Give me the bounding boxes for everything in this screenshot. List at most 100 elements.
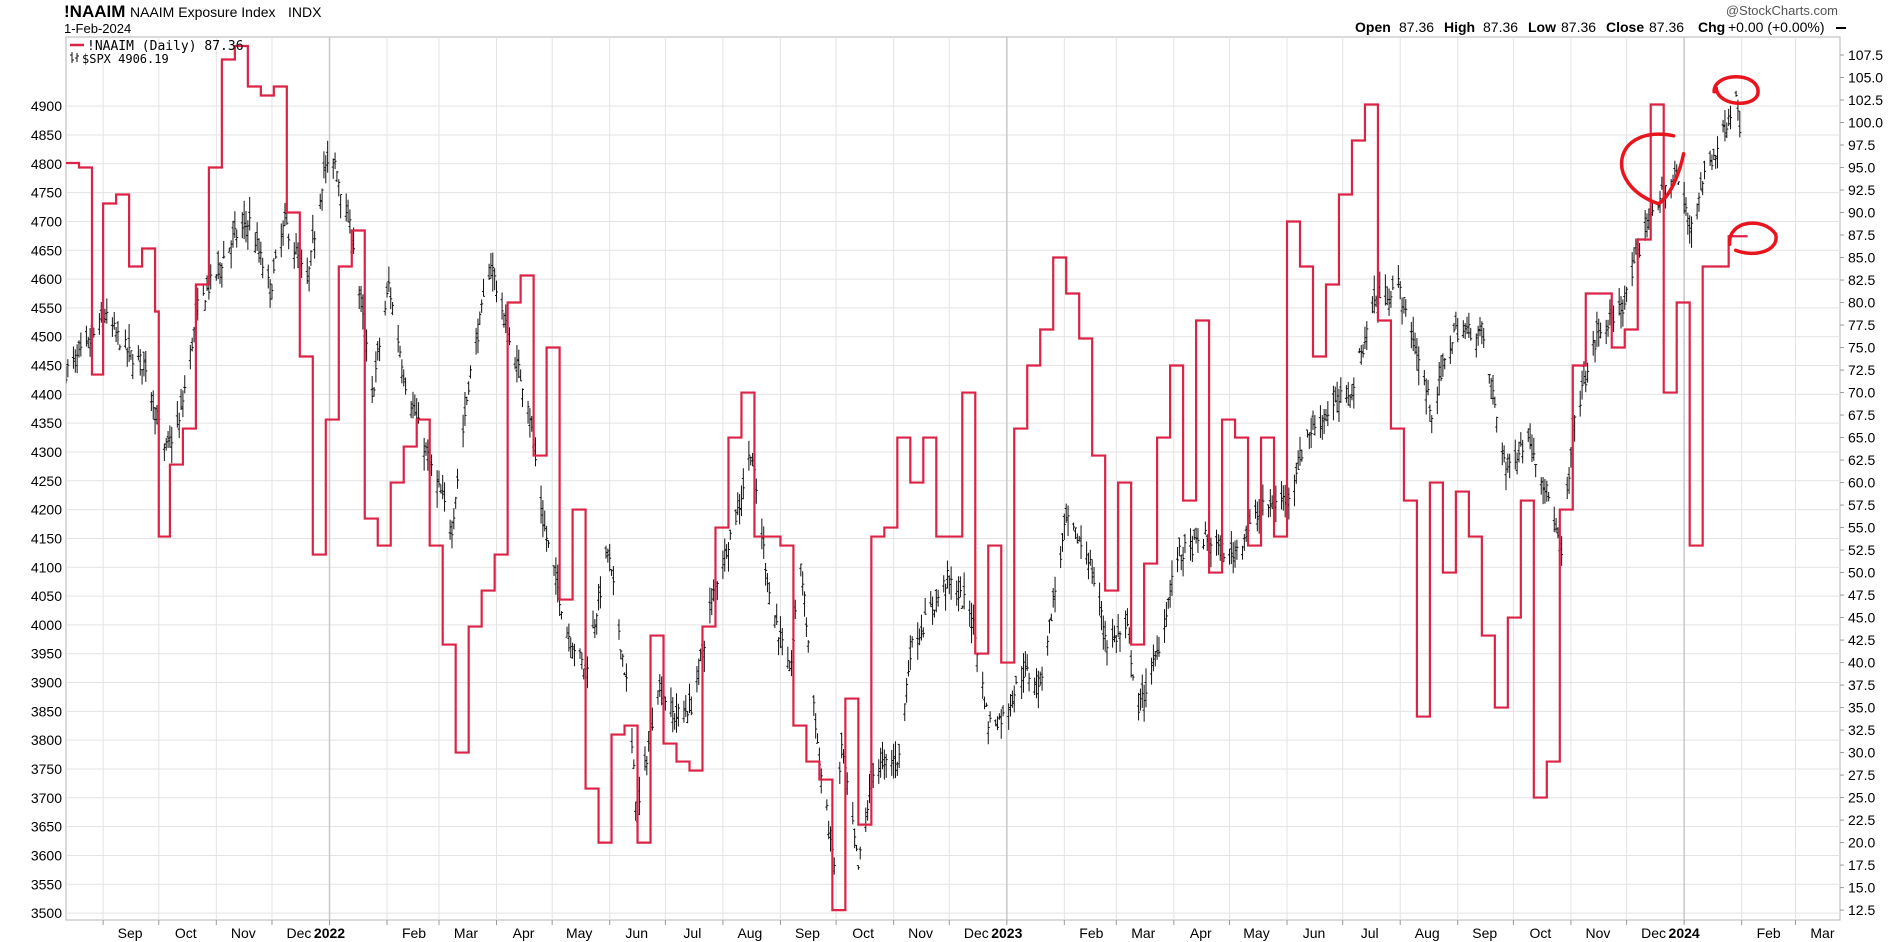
spx-bar [1229, 531, 1233, 565]
spx-bar [97, 313, 101, 335]
spx-bar [814, 713, 818, 739]
spx-bar [305, 257, 309, 284]
spx-bar [335, 170, 339, 182]
x-tick-label: Feb [1079, 925, 1103, 941]
spx-bar [127, 324, 131, 363]
spx-bar [1580, 370, 1584, 400]
spx-bar [520, 388, 524, 408]
spx-bar [259, 241, 263, 265]
right-tick-label: 85.0 [1848, 250, 1875, 266]
spx-bar [66, 365, 68, 384]
spx-bar [123, 329, 127, 349]
x-tick-label: Dec [287, 925, 312, 941]
spx-bar [1734, 90, 1738, 97]
spx-bar [374, 351, 378, 383]
spx-bar [686, 710, 690, 724]
spx-bar [1129, 650, 1133, 678]
x-tick-label: Jun [1303, 925, 1326, 941]
spx-bar [921, 627, 925, 638]
spx-bar [1216, 534, 1220, 556]
spx-bar [242, 200, 246, 240]
right-tick-label: 77.5 [1848, 317, 1875, 333]
annotation-circle [1712, 75, 1760, 106]
spx-bar [1088, 549, 1092, 566]
spx-bar [851, 802, 855, 825]
x-tick-label: 2022 [314, 925, 345, 941]
legend-naaim: !NAAIM (Daily) 87.36 [87, 39, 244, 54]
spx-bar [1114, 634, 1118, 654]
spx-bar [1166, 597, 1170, 609]
spx-bar [1111, 618, 1115, 648]
left-tick-label: 4750 [31, 185, 62, 201]
spx-bar [1192, 529, 1196, 540]
spx-bar [1344, 385, 1348, 403]
spx-bar [1099, 600, 1103, 631]
spx-bar [357, 286, 361, 310]
x-tick-label: Mar [1810, 925, 1834, 941]
spx-bar [324, 155, 328, 184]
x-tick-label: May [566, 925, 592, 941]
spx-bar [853, 828, 857, 849]
right-tick-label: 45.0 [1848, 610, 1875, 626]
right-tick-label: 90.0 [1848, 205, 1875, 221]
spx-bar [1697, 192, 1701, 212]
spx-bar [396, 324, 400, 353]
left-tick-label: 4600 [31, 271, 62, 287]
spx-bar [595, 613, 599, 635]
spx-bar [994, 719, 998, 727]
spx-bar [958, 576, 962, 598]
annotations [1619, 75, 1778, 256]
spx-bar [799, 563, 803, 577]
spx-bar [66, 359, 70, 378]
spx-bar [272, 258, 276, 274]
left-tick-label: 4800 [31, 156, 62, 172]
spx-bar [1723, 110, 1727, 142]
spx-bar [866, 800, 870, 821]
spx-bar [1474, 333, 1478, 358]
spx-bar [1623, 285, 1627, 310]
spx-bar [105, 298, 109, 324]
spx-bar [1255, 501, 1259, 532]
spx-bar [231, 220, 235, 248]
spx-bar [1138, 688, 1142, 711]
spx-bar [313, 231, 317, 259]
spx-bar [617, 619, 621, 640]
spx-bar [1090, 559, 1094, 584]
spx-bar [84, 325, 88, 347]
spx-bar [1625, 286, 1629, 303]
spx-bar [1430, 415, 1434, 434]
spx-bar [1027, 672, 1031, 692]
spx-bar [138, 349, 142, 376]
spx-bar [118, 344, 122, 351]
spx-bar [1435, 386, 1439, 415]
left-tick-label: 4700 [31, 213, 62, 229]
spx-bar [1155, 635, 1159, 660]
spx-bar [986, 721, 990, 745]
spx-bar [728, 529, 732, 541]
left-tick-label: 3750 [31, 761, 62, 777]
spx-bar [708, 587, 712, 624]
x-tick-label: Oct [852, 925, 874, 941]
spx-bar [1190, 535, 1194, 563]
spx-bar [1411, 316, 1415, 352]
x-tick-label: Nov [1585, 925, 1610, 941]
spx-bar [1500, 442, 1504, 466]
spx-bar [400, 359, 404, 384]
spx-bar [1439, 355, 1443, 382]
spx-bar [1326, 401, 1330, 426]
spx-bar [326, 140, 330, 173]
spx-bar [604, 545, 608, 559]
spx-bar [183, 375, 187, 394]
spx-bar [424, 442, 428, 456]
left-tick-label: 3800 [31, 732, 62, 748]
x-tick-label: Nov [231, 925, 256, 941]
spx-bar [934, 589, 938, 613]
spx-bar [1062, 513, 1066, 540]
left-tick-label: 4400 [31, 386, 62, 402]
spx-bar [710, 588, 714, 616]
spx-bar [1422, 369, 1426, 386]
spx-bar [465, 396, 469, 406]
spx-bar [741, 468, 745, 500]
spx-bar [1181, 546, 1185, 577]
left-tick-label: 3700 [31, 790, 62, 806]
